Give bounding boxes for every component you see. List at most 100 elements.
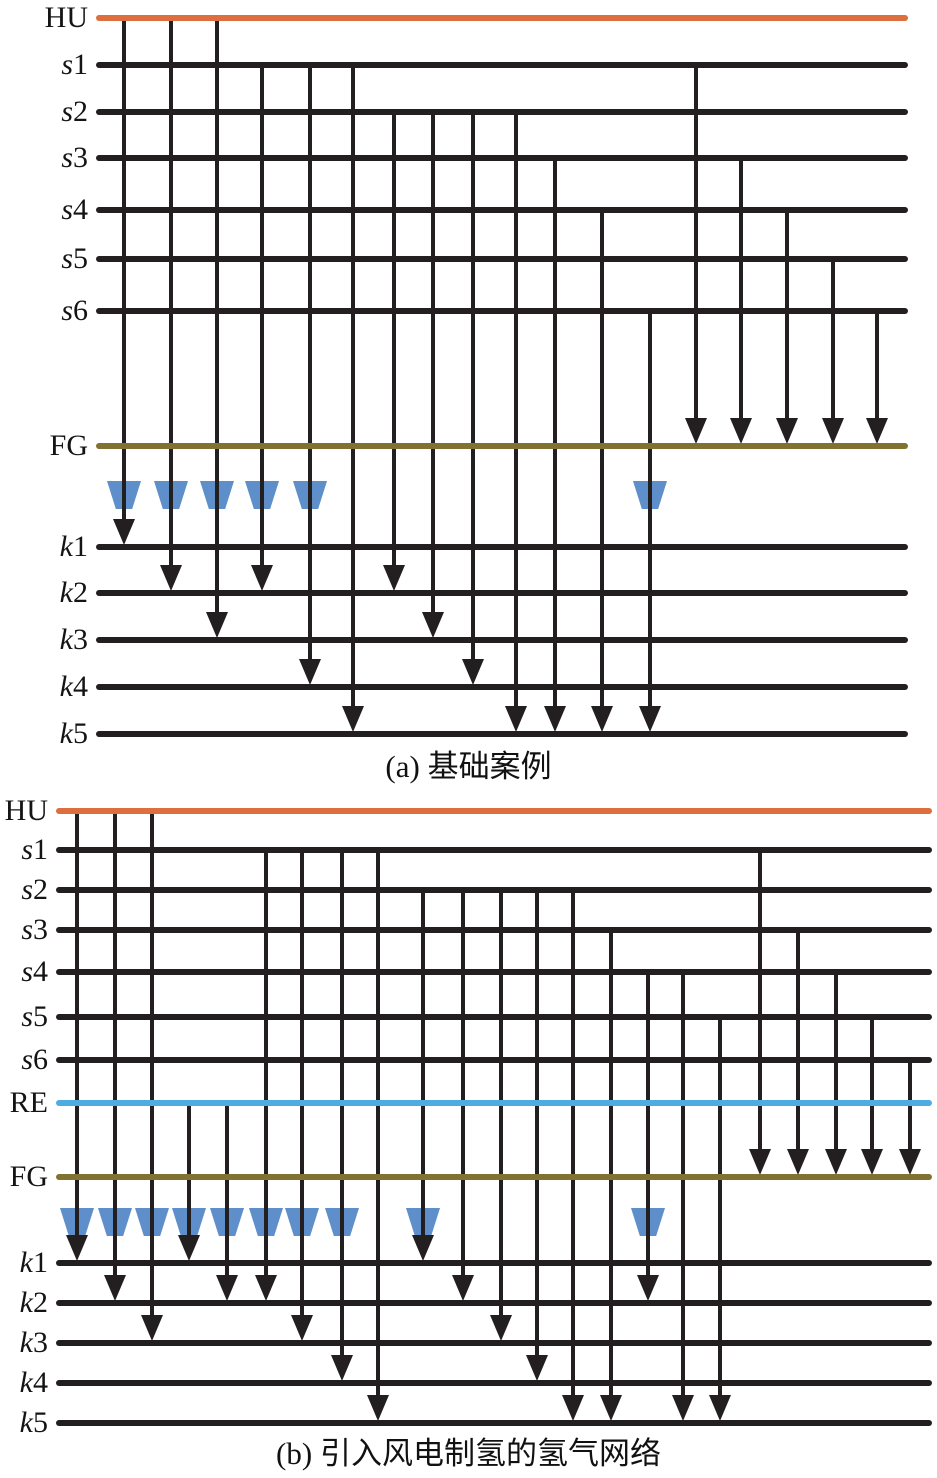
arrowhead-icon bbox=[822, 418, 844, 444]
arrowhead-icon bbox=[787, 1149, 809, 1175]
row-line-a-s2 bbox=[96, 109, 908, 115]
row-label-a-k2: k2 bbox=[0, 576, 88, 610]
row-label-a-k4: k4 bbox=[0, 670, 88, 704]
row-label-rest-part: 6 bbox=[33, 1043, 48, 1076]
arrowhead-icon bbox=[216, 1275, 238, 1301]
row-label-rest-part: 4 bbox=[73, 670, 88, 703]
arrowhead-icon bbox=[600, 1395, 622, 1421]
row-label-italic-part: k bbox=[59, 576, 73, 609]
stream-connector-a-s6-FG bbox=[875, 309, 879, 424]
arrowhead-icon bbox=[639, 706, 661, 732]
stream-connector-a-HU-k1 bbox=[122, 16, 126, 525]
row-label-rest-part: RE bbox=[9, 1086, 48, 1119]
row-line-b-s1 bbox=[56, 847, 932, 853]
row-label-rest-part: FG bbox=[9, 1160, 48, 1193]
row-label-italic-part: s bbox=[61, 141, 73, 174]
row-label-a-k1: k1 bbox=[0, 530, 88, 564]
arrowhead-icon bbox=[709, 1395, 731, 1421]
stream-connector-a-s4-FG bbox=[785, 208, 789, 424]
arrowhead-icon bbox=[113, 519, 135, 545]
arrowhead-icon bbox=[861, 1149, 883, 1175]
stream-connector-a-s5-FG bbox=[831, 257, 835, 424]
row-label-italic-part: k bbox=[59, 670, 73, 703]
stream-connector-b-s6-FG bbox=[908, 1058, 912, 1155]
row-line-b-k5 bbox=[56, 1420, 932, 1426]
stream-connector-a-s2-k2 bbox=[392, 110, 396, 571]
row-label-italic-part: s bbox=[21, 913, 33, 946]
row-label-italic-part: s bbox=[61, 242, 73, 275]
arrowhead-icon bbox=[526, 1355, 548, 1381]
row-label-rest-part: 4 bbox=[33, 1366, 48, 1399]
stream-connector-b-HU-k2 bbox=[113, 809, 117, 1281]
row-label-italic-part: k bbox=[59, 717, 73, 750]
row-label-a-s1: s1 bbox=[0, 48, 88, 82]
row-label-rest-part: 4 bbox=[33, 955, 48, 988]
row-label-rest-part: 5 bbox=[73, 242, 88, 275]
arrowhead-icon bbox=[342, 706, 364, 732]
row-label-italic-part: s bbox=[21, 873, 33, 906]
stream-connector-a-s4-k5 bbox=[600, 208, 604, 712]
arrowhead-icon bbox=[255, 1275, 277, 1301]
row-label-italic-part: s bbox=[61, 95, 73, 128]
row-label-rest-part: 1 bbox=[73, 530, 88, 563]
row-label-rest-part: HU bbox=[44, 1, 88, 34]
arrowhead-icon bbox=[206, 612, 228, 638]
stream-connector-a-HU-k3 bbox=[215, 16, 219, 618]
row-line-b-k4 bbox=[56, 1380, 932, 1386]
arrowhead-icon bbox=[251, 565, 273, 591]
row-label-a-FG: FG bbox=[0, 429, 88, 463]
row-line-a-k5 bbox=[96, 731, 908, 737]
row-label-italic-part: s bbox=[21, 833, 33, 866]
stream-connector-a-s2-k5 bbox=[514, 110, 518, 712]
stream-connector-a-s2-k4 bbox=[471, 110, 475, 665]
row-label-rest-part: 6 bbox=[73, 294, 88, 327]
row-label-rest-part: 3 bbox=[73, 623, 88, 656]
stream-connector-b-s2-k4 bbox=[535, 888, 539, 1361]
caption-panel-b: (b) 引入风电制氢的氢气网络 bbox=[276, 1436, 661, 1471]
row-label-b-s5: s5 bbox=[0, 1000, 48, 1034]
row-label-rest-part: 4 bbox=[73, 193, 88, 226]
stream-connector-a-s1-FG bbox=[694, 63, 698, 424]
arrowhead-icon bbox=[672, 1395, 694, 1421]
row-label-rest-part: 5 bbox=[33, 1406, 48, 1439]
row-line-b-HU bbox=[56, 808, 932, 814]
arrowhead-icon bbox=[104, 1275, 126, 1301]
stream-connector-b-s4-k2 bbox=[646, 970, 650, 1281]
row-label-italic-part: k bbox=[19, 1246, 33, 1279]
stream-connector-b-s2-k5 bbox=[571, 888, 575, 1401]
row-label-b-k1: k1 bbox=[0, 1246, 48, 1280]
row-label-b-s2: s2 bbox=[0, 873, 48, 907]
row-label-italic-part: s bbox=[61, 193, 73, 226]
row-label-b-k5: k5 bbox=[0, 1406, 48, 1440]
stream-connector-b-s4-k5 bbox=[681, 970, 685, 1401]
row-label-b-s3: s3 bbox=[0, 913, 48, 947]
arrowhead-icon bbox=[367, 1395, 389, 1421]
stream-connector-b-HU-k1 bbox=[75, 809, 79, 1241]
stream-connector-a-s1-k4 bbox=[308, 63, 312, 665]
stream-connector-b-s2-k1 bbox=[421, 888, 425, 1241]
row-label-b-k2: k2 bbox=[0, 1286, 48, 1320]
arrowhead-icon bbox=[899, 1149, 921, 1175]
row-label-b-s1: s1 bbox=[0, 833, 48, 867]
caption-panel-a: (a) 基础案例 bbox=[385, 749, 552, 784]
stream-connector-b-s3-FG bbox=[796, 928, 800, 1155]
row-label-italic-part: s bbox=[21, 1000, 33, 1033]
arrowhead-icon bbox=[591, 706, 613, 732]
arrowhead-icon bbox=[490, 1315, 512, 1341]
row-line-b-s5 bbox=[56, 1014, 932, 1020]
stream-connector-a-s3-k5 bbox=[553, 156, 557, 712]
row-label-a-s2: s2 bbox=[0, 95, 88, 129]
arrowhead-icon bbox=[749, 1149, 771, 1175]
row-label-b-FG: FG bbox=[0, 1160, 48, 1194]
row-label-rest-part: 2 bbox=[73, 576, 88, 609]
arrowhead-icon bbox=[160, 565, 182, 591]
row-label-italic-part: k bbox=[19, 1286, 33, 1319]
stream-connector-b-RE-k1 bbox=[187, 1101, 191, 1241]
arrowhead-icon bbox=[730, 418, 752, 444]
stream-connector-b-RE-k2 bbox=[225, 1101, 229, 1281]
arrowhead-icon bbox=[637, 1275, 659, 1301]
row-label-b-HU: HU bbox=[0, 794, 48, 828]
stream-connector-a-s1-k5 bbox=[351, 63, 355, 712]
row-line-a-HU bbox=[96, 15, 908, 21]
